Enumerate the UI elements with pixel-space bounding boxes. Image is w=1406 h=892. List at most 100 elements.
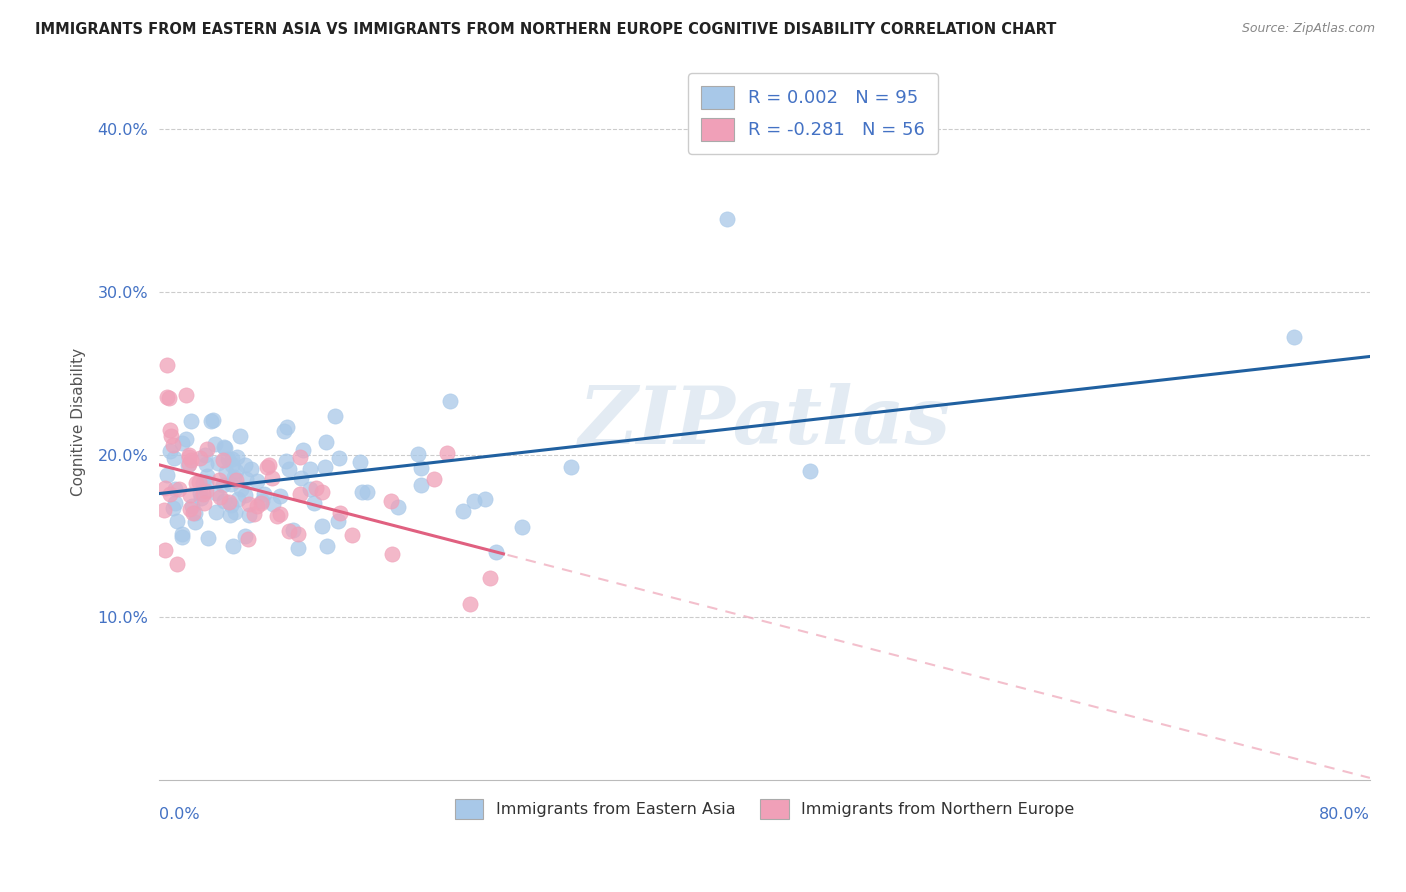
Point <box>235 472 257 486</box>
Point <box>188 450 211 465</box>
Point <box>302 495 325 509</box>
Point <box>240 462 263 476</box>
Point <box>233 529 256 543</box>
Point <box>288 450 311 464</box>
Point <box>214 441 236 455</box>
Point <box>463 493 485 508</box>
Point <box>180 452 202 467</box>
Point <box>159 444 181 458</box>
Point <box>195 468 218 483</box>
Point <box>156 390 179 404</box>
Point <box>1284 330 1306 344</box>
Text: IMMIGRANTS FROM EASTERN ASIA VS IMMIGRANTS FROM NORTHERN EUROPE COGNITIVE DISABI: IMMIGRANTS FROM EASTERN ASIA VS IMMIGRAN… <box>35 22 1056 37</box>
Point <box>250 496 273 510</box>
Point <box>184 475 207 490</box>
Point <box>208 491 231 505</box>
Point <box>349 455 371 469</box>
Point <box>406 447 429 461</box>
Point <box>163 450 186 465</box>
Point <box>187 475 209 490</box>
Point <box>269 507 291 521</box>
Point <box>190 491 212 505</box>
Y-axis label: Cognitive Disability: Cognitive Disability <box>72 348 86 496</box>
Point <box>485 545 508 559</box>
Point <box>212 440 235 454</box>
Point <box>356 485 378 500</box>
Point <box>184 516 207 530</box>
Point <box>228 491 250 506</box>
Point <box>191 487 214 501</box>
Legend: Immigrants from Eastern Asia, Immigrants from Northern Europe: Immigrants from Eastern Asia, Immigrants… <box>449 792 1081 826</box>
Point <box>387 500 409 515</box>
Point <box>177 450 200 464</box>
Point <box>179 457 201 471</box>
Text: 0.0%: 0.0% <box>159 807 200 822</box>
Point <box>156 358 179 372</box>
Point <box>162 438 184 452</box>
Point <box>174 388 197 402</box>
Point <box>170 527 193 541</box>
Point <box>207 456 229 470</box>
Point <box>180 414 202 428</box>
Point <box>159 487 181 501</box>
Point <box>212 493 235 508</box>
Point <box>238 497 260 511</box>
Point <box>191 475 214 490</box>
Point <box>290 470 312 484</box>
Point <box>311 519 333 533</box>
Point <box>246 475 269 489</box>
Point <box>510 519 533 533</box>
Point <box>153 481 176 495</box>
Point <box>218 508 240 523</box>
Point <box>205 485 228 500</box>
Point <box>229 429 252 443</box>
Point <box>269 489 291 503</box>
Point <box>311 485 333 500</box>
Point <box>195 484 218 499</box>
Point <box>257 458 280 472</box>
Point <box>453 504 475 518</box>
Point <box>156 467 179 482</box>
Point <box>205 506 228 520</box>
Point <box>716 211 738 226</box>
Point <box>224 505 246 519</box>
Point <box>153 502 176 516</box>
Point <box>163 496 186 510</box>
Point <box>411 478 433 492</box>
Point <box>162 500 184 515</box>
Point <box>246 500 269 514</box>
Point <box>314 460 336 475</box>
Point <box>217 451 239 466</box>
Point <box>233 488 256 502</box>
Point <box>277 462 299 476</box>
Point <box>439 394 461 409</box>
Point <box>273 424 295 438</box>
Point <box>305 482 328 496</box>
Point <box>202 412 225 426</box>
Point <box>290 487 312 501</box>
Point <box>238 508 260 523</box>
Point <box>221 458 243 472</box>
Point <box>287 527 309 541</box>
Point <box>229 482 252 496</box>
Point <box>281 523 304 537</box>
Point <box>799 464 821 478</box>
Point <box>409 461 432 475</box>
Point <box>195 475 218 489</box>
Point <box>225 465 247 479</box>
Point <box>225 473 247 487</box>
Point <box>219 477 242 491</box>
Point <box>263 497 285 511</box>
Point <box>204 437 226 451</box>
Point <box>218 495 240 509</box>
Point <box>274 454 297 468</box>
Point <box>423 472 446 486</box>
Point <box>170 530 193 544</box>
Point <box>208 474 231 488</box>
Point <box>179 502 201 516</box>
Point <box>179 448 201 462</box>
Point <box>195 442 218 456</box>
Point <box>380 494 402 508</box>
Point <box>299 462 322 476</box>
Point <box>167 482 190 496</box>
